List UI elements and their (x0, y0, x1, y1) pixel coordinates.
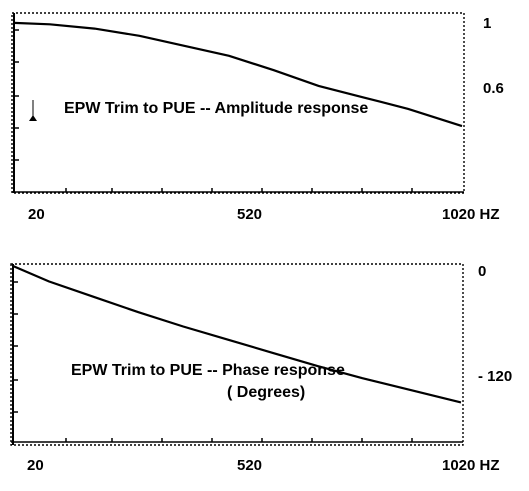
amplitude-curve (13, 21, 463, 128)
phase-chart-subtitle: ( Degrees) (227, 384, 305, 401)
amplitude-marks (14, 29, 413, 192)
phase-marks (13, 281, 413, 442)
amplitude-y-tick-label: 0.6 (483, 80, 504, 97)
amplitude-y-tick-labels: 10.6 (483, 15, 504, 97)
phase-chart-title: EPW Trim to PUE -- Phase response (71, 362, 345, 379)
phase-y-tick-label: 0 (478, 263, 486, 280)
phase-x-tick-labels: 20 520 1020 HZ (27, 457, 500, 474)
phase-panel: EPW Trim to PUE -- Phase response ( Degr… (10, 263, 512, 474)
amplitude-chart-title: EPW Trim to PUE -- Amplitude response (64, 100, 368, 117)
phase-plot-frame (10, 263, 464, 446)
phase-curve (12, 264, 462, 404)
phase-x-tick-label: 520 (237, 457, 262, 474)
amplitude-x-tick-labels: 20 520 1020 HZ (28, 206, 500, 223)
phase-y-tick-label: - 120 (478, 368, 512, 385)
amplitude-panel: EPW Trim to PUE -- Amplitude response 10… (11, 12, 504, 223)
phase-y-tick-labels: 0 - 120 (478, 263, 512, 385)
amplitude-y-tick-label: 1 (483, 15, 491, 32)
phase-x-tick-label: 20 (27, 457, 44, 474)
phase-x-tick-label: 1020 HZ (442, 457, 500, 474)
amplitude-x-tick-label: 520 (237, 206, 262, 223)
amplitude-plot-frame (11, 12, 465, 194)
amplitude-x-tick-label: 20 (28, 206, 45, 223)
amplitude-x-tick-label: 1020 HZ (442, 206, 500, 223)
